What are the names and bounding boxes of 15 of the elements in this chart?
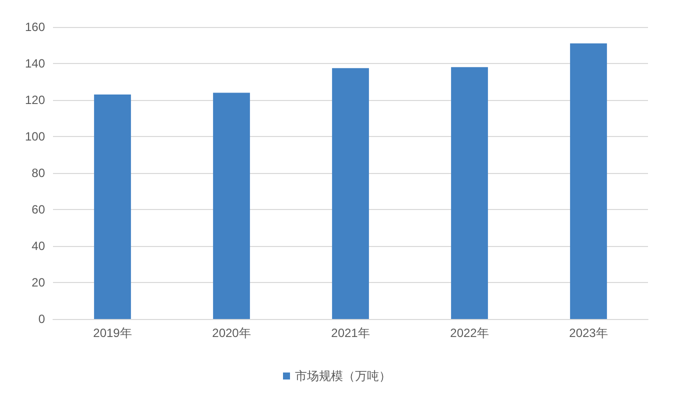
legend-label: 市场规模（万吨）	[295, 369, 391, 383]
y-tick-label: 120	[24, 93, 46, 107]
y-tick-label: 100	[24, 130, 46, 144]
x-tick-label: 2019年	[93, 326, 132, 340]
y-tick-label: 0	[38, 312, 46, 326]
x-tick-label: 2022年	[450, 326, 489, 340]
y-tick-label: 160	[24, 20, 46, 34]
y-tick-label: 60	[32, 202, 46, 216]
x-tick-label: 2023年	[569, 326, 608, 340]
y-tick-label: 20	[32, 276, 46, 290]
y-tick-label: 80	[32, 166, 46, 180]
x-tick-label: 2020年	[212, 326, 251, 340]
y-tick-label: 40	[32, 239, 46, 253]
x-tick-label: 2021年	[331, 326, 370, 340]
y-tick-label: 140	[24, 56, 46, 70]
